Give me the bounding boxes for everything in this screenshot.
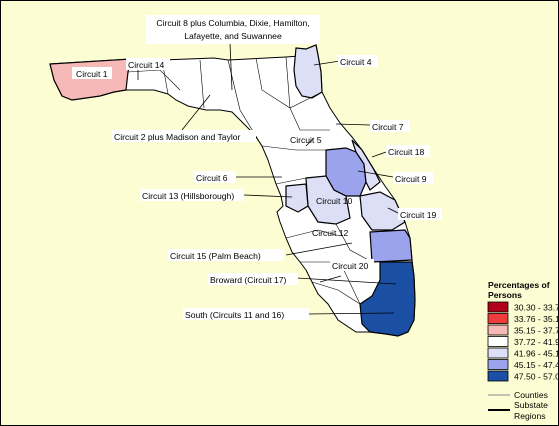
label-circuit-15: Circuit 15 (Palm Beach) — [170, 251, 261, 261]
region-circuit-13[interactable] — [285, 183, 309, 213]
legend-range-3: 37.72 - 41.95 — [514, 337, 559, 347]
legend-swatch-2 — [487, 324, 509, 336]
region-circuit-18[interactable] — [351, 139, 381, 191]
label-circuit-9: Circuit 9 — [395, 174, 427, 184]
legend-range-0: 30.30 - 33.75 — [514, 303, 559, 313]
legend: Percentages of Persons 30.30 - 33.7533.7… — [487, 280, 559, 421]
label-circuit-6: Circuit 6 — [196, 173, 228, 183]
legend-substate-label-1: Substate — [514, 400, 548, 410]
legend-swatch-5 — [487, 359, 509, 370]
legend-range-1: 33.76 - 35.14 — [514, 314, 559, 324]
region-circuit-19[interactable] — [359, 191, 406, 231]
label-circuit-10: Circuit 10 — [316, 196, 353, 206]
label-circuit-7: Circuit 7 — [372, 122, 404, 132]
label-circuit-1: Circuit 1 — [76, 69, 108, 79]
title-line-2: Lafayette, and Suwannee — [184, 31, 282, 41]
region-circuit-17-and-south[interactable] — [359, 261, 416, 337]
label-circuit-13: Circuit 13 (Hillsborough) — [142, 191, 234, 201]
label-circuit-20: Circuit 20 — [332, 261, 369, 271]
title-bg — [146, 15, 320, 44]
region-circuit-15[interactable] — [369, 229, 413, 263]
label-circuit-2: Circuit 2 plus Madison and Taylor — [114, 132, 241, 142]
label-circuit-14: Circuit 14 — [128, 60, 165, 70]
label-circuit-4: Circuit 4 — [340, 57, 372, 67]
legend-swatch-0 — [487, 301, 509, 313]
legend-counties-label: Counties — [514, 390, 548, 400]
legend-swatch-4 — [487, 347, 509, 359]
legend-swatch-6 — [487, 370, 509, 382]
legend-substate-label-2: Regions — [514, 411, 546, 421]
legend-swatch-1 — [487, 313, 509, 324]
label-circuit-19: Circuit 19 — [400, 210, 437, 220]
legend-title-line-2: Persons — [488, 290, 522, 300]
legend-range-6: 47.50 - 57.09 — [514, 372, 559, 382]
legend-range-4: 41.96 - 45.14 — [514, 349, 559, 359]
label-circuit-5: Circuit 5 — [290, 135, 322, 145]
label-south: South (Circuits 11 and 16) — [185, 310, 284, 320]
legend-swatch-3 — [487, 336, 509, 347]
region-circuit-4[interactable] — [293, 44, 323, 99]
label-circuit-12: Circuit 12 — [312, 228, 349, 238]
legend-title-line-1: Percentages of — [488, 280, 550, 290]
title-line-1: Circuit 8 plus Columbia, Dixie, Hamilton… — [156, 18, 309, 28]
label-circuit-18: Circuit 18 — [388, 147, 425, 157]
legend-range-5: 45.15 - 47.49 — [514, 360, 559, 370]
legend-range-2: 35.15 - 37.71 — [514, 326, 559, 336]
label-broward: Broward (Circuit 17) — [210, 275, 287, 285]
